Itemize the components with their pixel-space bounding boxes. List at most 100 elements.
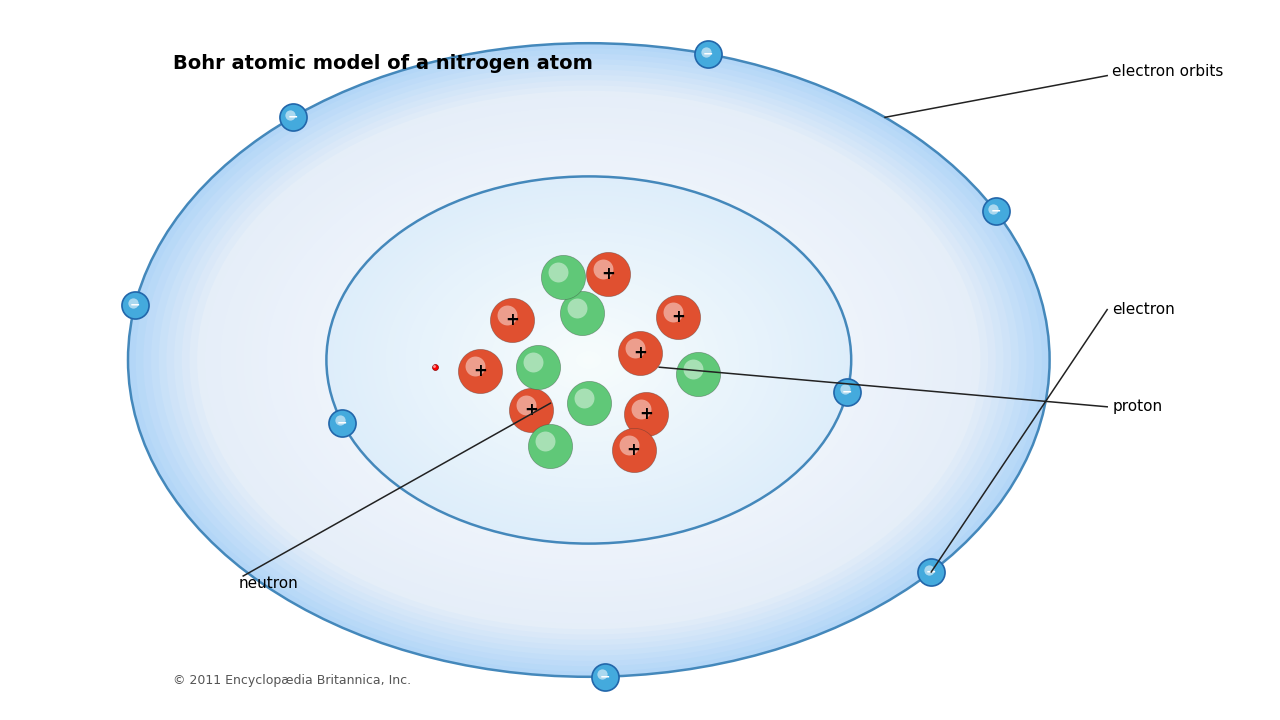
Ellipse shape: [343, 191, 835, 529]
Point: [598, 268, 618, 279]
Point: [983, 203, 1004, 215]
Ellipse shape: [550, 333, 627, 387]
Ellipse shape: [412, 236, 765, 484]
Ellipse shape: [333, 181, 845, 539]
Ellipse shape: [558, 339, 620, 381]
Ellipse shape: [458, 268, 719, 452]
Ellipse shape: [251, 127, 927, 593]
Ellipse shape: [428, 249, 750, 471]
Point: [835, 384, 855, 395]
Point: [572, 307, 593, 319]
Ellipse shape: [351, 197, 827, 523]
Ellipse shape: [189, 86, 988, 634]
Point: [567, 302, 588, 314]
Ellipse shape: [346, 190, 832, 530]
Ellipse shape: [563, 341, 616, 379]
Ellipse shape: [484, 287, 694, 433]
Ellipse shape: [398, 227, 780, 493]
Text: electron orbits: electron orbits: [1112, 65, 1224, 79]
Point: [668, 311, 689, 323]
Ellipse shape: [451, 265, 727, 455]
Text: +: +: [474, 361, 486, 380]
Ellipse shape: [438, 254, 740, 466]
Ellipse shape: [128, 43, 1050, 677]
Point: [553, 271, 573, 283]
Ellipse shape: [489, 292, 689, 428]
Point: [502, 315, 522, 326]
Ellipse shape: [266, 138, 911, 582]
Ellipse shape: [220, 107, 957, 613]
Point: [332, 417, 352, 428]
Point: [695, 46, 716, 58]
Point: [623, 444, 644, 456]
Ellipse shape: [520, 312, 658, 408]
Text: −: −: [842, 385, 852, 398]
Ellipse shape: [458, 270, 719, 450]
Text: neutron: neutron: [238, 577, 298, 592]
Ellipse shape: [312, 170, 865, 550]
Text: −: −: [129, 299, 141, 312]
Point: [837, 386, 858, 397]
Ellipse shape: [143, 54, 1034, 666]
Point: [465, 360, 485, 372]
Ellipse shape: [504, 302, 673, 418]
Point: [516, 400, 536, 411]
Point: [636, 408, 657, 420]
Point: [595, 671, 616, 683]
Text: −: −: [991, 204, 1001, 217]
Ellipse shape: [236, 117, 942, 603]
Ellipse shape: [527, 318, 650, 402]
Ellipse shape: [274, 143, 904, 577]
Point: [424, 361, 444, 372]
Ellipse shape: [570, 346, 608, 374]
Ellipse shape: [289, 154, 888, 566]
Text: Bohr atomic model of a nitrogen atom: Bohr atomic model of a nitrogen atom: [173, 54, 593, 73]
Point: [986, 205, 1006, 217]
Point: [535, 436, 556, 447]
Point: [470, 365, 490, 377]
Point: [527, 361, 548, 373]
Ellipse shape: [339, 186, 838, 534]
Text: +: +: [525, 401, 538, 419]
Ellipse shape: [151, 59, 1027, 661]
Ellipse shape: [404, 233, 773, 487]
Ellipse shape: [392, 222, 786, 498]
Ellipse shape: [477, 282, 700, 438]
Text: −: −: [599, 670, 611, 683]
Point: [593, 263, 613, 274]
Point: [548, 266, 568, 278]
Point: [425, 361, 445, 373]
Text: −: −: [925, 565, 937, 578]
Point: [497, 310, 517, 321]
Ellipse shape: [406, 232, 773, 488]
Ellipse shape: [431, 250, 746, 470]
Ellipse shape: [328, 181, 850, 539]
Ellipse shape: [503, 300, 675, 420]
Ellipse shape: [466, 276, 712, 444]
Ellipse shape: [581, 355, 596, 365]
Ellipse shape: [379, 213, 799, 507]
Ellipse shape: [573, 349, 604, 371]
Ellipse shape: [366, 204, 812, 516]
Ellipse shape: [474, 281, 704, 439]
Point: [593, 668, 613, 680]
Text: +: +: [602, 265, 614, 282]
Ellipse shape: [166, 70, 1011, 650]
Ellipse shape: [353, 194, 826, 526]
Ellipse shape: [335, 186, 842, 534]
Ellipse shape: [197, 91, 980, 629]
Text: © 2011 Encyclopædia Britannica, Inc.: © 2011 Encyclopædia Britannica, Inc.: [173, 674, 411, 687]
Text: +: +: [627, 441, 640, 459]
Ellipse shape: [451, 264, 727, 456]
Ellipse shape: [174, 75, 1004, 645]
Text: +: +: [506, 311, 518, 329]
Ellipse shape: [549, 333, 628, 387]
Ellipse shape: [320, 175, 858, 545]
Point: [631, 403, 652, 415]
Point: [124, 300, 145, 311]
Ellipse shape: [412, 238, 765, 482]
Ellipse shape: [358, 202, 819, 518]
Ellipse shape: [497, 297, 681, 423]
Point: [663, 306, 684, 318]
Point: [579, 397, 599, 409]
